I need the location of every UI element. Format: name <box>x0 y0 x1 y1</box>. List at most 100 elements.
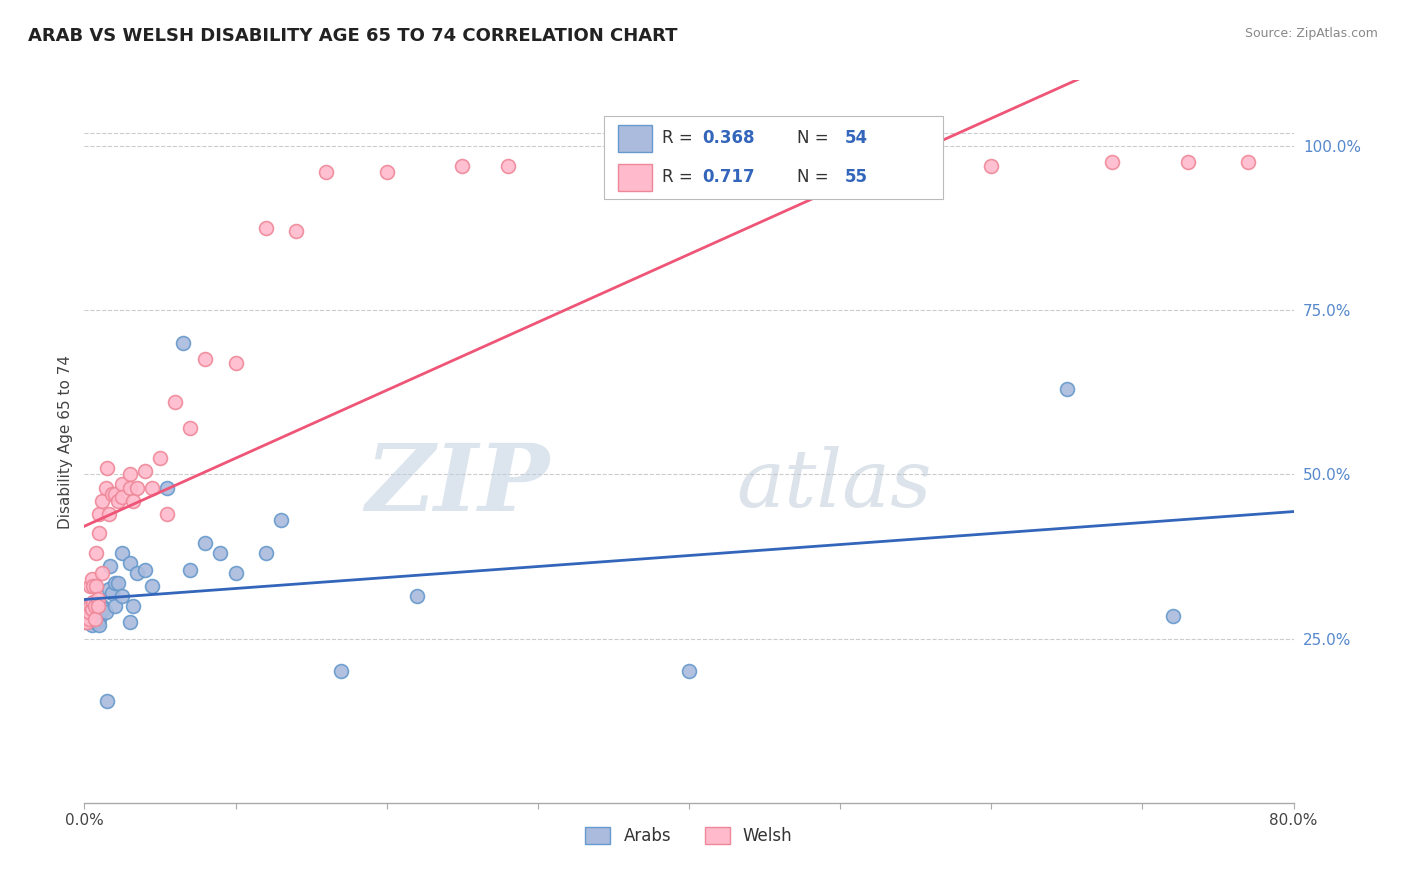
Point <box>79 599 101 613</box>
Point <box>104 575 127 590</box>
Point <box>111 491 134 505</box>
Point <box>980 159 1002 173</box>
Point <box>77 605 100 619</box>
Legend: Arabs, Welsh: Arabs, Welsh <box>585 827 793 845</box>
Point <box>93 602 115 616</box>
Point <box>89 608 111 623</box>
Point <box>82 595 104 609</box>
Point <box>254 546 277 560</box>
Point <box>225 566 247 580</box>
Point <box>1161 608 1184 623</box>
Point <box>127 481 149 495</box>
Point <box>375 165 398 179</box>
Point <box>89 507 111 521</box>
Point <box>111 477 134 491</box>
Point <box>75 612 97 626</box>
Point <box>87 599 110 613</box>
Point <box>75 602 97 616</box>
Point <box>98 559 121 574</box>
Point <box>156 507 179 521</box>
Point <box>118 556 141 570</box>
Point <box>84 615 107 630</box>
Point <box>75 615 97 630</box>
Point <box>451 159 474 173</box>
Point <box>149 450 172 465</box>
Point <box>118 615 141 630</box>
Point <box>270 513 292 527</box>
Text: ARAB VS WELSH DISABILITY AGE 65 TO 74 CORRELATION CHART: ARAB VS WELSH DISABILITY AGE 65 TO 74 CO… <box>28 27 678 45</box>
Point <box>285 224 308 238</box>
Point <box>79 615 101 630</box>
Point <box>80 612 103 626</box>
Point <box>94 605 117 619</box>
Point <box>80 618 103 632</box>
Point <box>86 579 108 593</box>
Point <box>107 575 129 590</box>
Point <box>118 481 141 495</box>
Point <box>1056 382 1078 396</box>
Point <box>179 563 201 577</box>
Point <box>111 546 134 560</box>
Point <box>76 599 98 613</box>
Point <box>84 608 107 623</box>
Point <box>254 221 277 235</box>
Point <box>165 395 187 409</box>
Point <box>87 615 110 630</box>
Point <box>96 460 118 475</box>
Point <box>97 507 120 521</box>
Point <box>86 608 108 623</box>
Point <box>91 599 114 613</box>
Point <box>602 155 624 169</box>
Point <box>111 589 134 603</box>
Point <box>77 602 100 616</box>
Point <box>134 464 156 478</box>
Point <box>134 563 156 577</box>
Point <box>87 592 110 607</box>
Point <box>91 493 114 508</box>
Point <box>406 589 429 603</box>
Point <box>209 546 232 560</box>
Point <box>84 599 107 613</box>
Point <box>76 608 98 623</box>
Text: atlas: atlas <box>737 446 932 524</box>
Point <box>82 579 104 593</box>
Point <box>194 352 217 367</box>
Point <box>141 579 163 593</box>
Point <box>89 526 111 541</box>
Y-axis label: Disability Age 65 to 74: Disability Age 65 to 74 <box>58 354 73 529</box>
Point <box>82 612 104 626</box>
Point <box>1177 155 1199 169</box>
Point <box>315 165 337 179</box>
Point <box>127 566 149 580</box>
Text: ZIP: ZIP <box>366 440 550 530</box>
Point <box>330 665 353 679</box>
Point <box>107 493 129 508</box>
Point <box>97 582 120 597</box>
Point <box>82 612 104 626</box>
Point <box>91 602 114 616</box>
Point <box>86 612 108 626</box>
Point <box>118 467 141 482</box>
Point <box>104 487 127 501</box>
Point <box>75 608 97 623</box>
Point <box>100 585 122 599</box>
Point <box>84 612 107 626</box>
Point <box>75 608 97 623</box>
Point <box>100 487 122 501</box>
Point <box>94 481 117 495</box>
Point <box>1237 155 1260 169</box>
Point <box>194 536 217 550</box>
Point <box>225 356 247 370</box>
Text: Source: ZipAtlas.com: Source: ZipAtlas.com <box>1244 27 1378 40</box>
Point <box>89 618 111 632</box>
Point <box>77 612 100 626</box>
Point <box>156 481 179 495</box>
Point <box>830 155 852 169</box>
Point <box>141 481 163 495</box>
Point <box>76 608 98 623</box>
Point <box>80 573 103 587</box>
Point <box>678 665 700 679</box>
Point <box>121 599 143 613</box>
Point <box>79 579 101 593</box>
Point <box>179 421 201 435</box>
